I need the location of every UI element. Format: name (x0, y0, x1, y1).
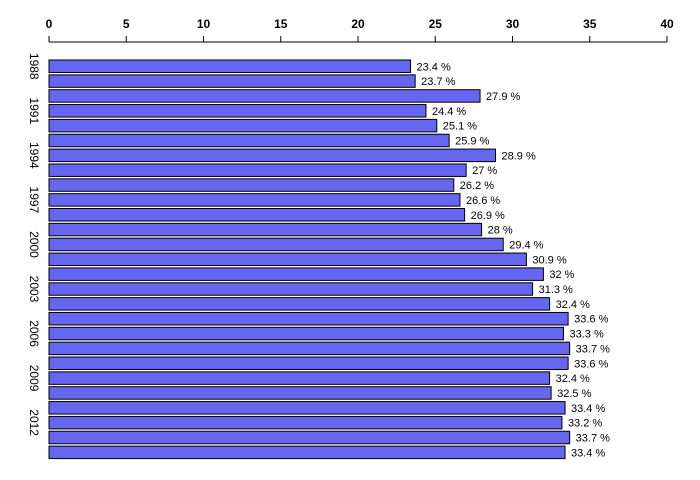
data-label-2002: 32 % (549, 269, 574, 281)
bar-2007 (48, 341, 571, 356)
bar-2010 (48, 386, 552, 400)
x-tick-label: 0 (46, 17, 53, 31)
data-label-2013: 33.7 % (576, 433, 610, 445)
bar-1989 (48, 74, 416, 88)
x-tick-label: 30 (506, 17, 520, 31)
bar-1998 (48, 208, 466, 222)
bar-2012 (48, 415, 563, 430)
bar-1994 (48, 148, 497, 163)
y-tick-label: 2009 (27, 365, 41, 392)
bar-2009 (48, 371, 551, 385)
data-label-2009: 32.4 % (556, 373, 590, 385)
y-tick-label: 1991 (27, 97, 41, 124)
bars-group (48, 59, 571, 460)
bar-1991 (48, 104, 427, 118)
data-label-2011: 33.4 % (571, 403, 605, 415)
y-tick-label: 2012 (27, 409, 41, 436)
data-label-2014: 33.4 % (571, 447, 605, 459)
data-label-1993: 25.9 % (455, 136, 489, 148)
data-label-1998: 26.9 % (471, 210, 505, 222)
y-tick-label: 1994 (27, 142, 41, 169)
data-label-1994: 28.9 % (502, 150, 536, 162)
data-label-2012: 33.2 % (568, 418, 602, 430)
data-label-2007: 33.7 % (576, 343, 610, 355)
y-tick-label: 1997 (27, 187, 41, 214)
x-tick-label: 5 (123, 17, 130, 31)
x-tick-label: 40 (660, 17, 674, 31)
x-tick-label: 25 (429, 17, 443, 31)
data-label-2008: 33.6 % (574, 358, 608, 370)
data-label-1990: 27.9 % (486, 91, 520, 103)
y-tick-label: 1988 (27, 53, 41, 80)
bar-2005 (48, 311, 569, 326)
data-labels-group: 23.4 % 23.7 % 27.9 % 24.4 % 25.1 % 25.9 % 28.9… (417, 61, 611, 459)
data-label-2000: 29.4 % (509, 239, 543, 251)
bar-1999 (48, 222, 483, 237)
data-label-2001: 30.9 % (532, 254, 566, 266)
data-label-2005: 33.6 % (574, 314, 608, 326)
x-tick-label: 20 (351, 17, 365, 31)
data-label-2004: 32.4 % (556, 299, 590, 311)
bar-2014 (48, 445, 566, 460)
y-axis: 1988 1991 1994 1997 2000 2003 2006 2009 2012 (27, 53, 41, 436)
data-label-1996: 26.2 % (460, 180, 494, 192)
bar-1988 (48, 59, 412, 73)
bar-2000 (48, 237, 504, 252)
y-tick-label: 2006 (27, 320, 41, 347)
y-tick-label: 2003 (27, 276, 41, 303)
bar-2001 (48, 252, 527, 267)
data-label-2003: 31.3 % (539, 284, 573, 296)
bar-2011 (48, 401, 566, 415)
bar-2006 (48, 326, 564, 341)
data-label-2010: 32.5 % (557, 388, 591, 400)
bar-2002 (48, 267, 544, 281)
x-tick-label: 35 (583, 17, 597, 31)
bar-2004 (48, 297, 551, 311)
y-tick-label: 2000 (27, 231, 41, 258)
bar-2003 (48, 282, 534, 296)
x-axis: 0 5 10 15 20 25 30 35 40 (46, 17, 674, 43)
data-label-1995: 27 % (472, 165, 497, 177)
bar-1996 (48, 178, 455, 192)
bar-1997 (48, 193, 461, 207)
x-tick-label: 15 (274, 17, 288, 31)
bar-1993 (48, 133, 450, 148)
bar-1995 (48, 163, 467, 177)
bar-2008 (48, 356, 569, 370)
data-label-1989: 23.7 % (421, 76, 455, 88)
data-label-1991: 24.4 % (432, 106, 466, 118)
x-tick-label: 10 (197, 17, 211, 31)
data-label-1997: 26.6 % (466, 195, 500, 207)
data-label-2006: 33.3 % (569, 329, 603, 341)
bar-1992 (48, 118, 438, 133)
data-label-1992: 25.1 % (443, 121, 477, 133)
data-label-1988: 23.4 % (417, 61, 451, 73)
bar-2013 (48, 430, 571, 445)
data-label-1999: 28 % (488, 225, 513, 237)
bar-1990 (48, 89, 481, 103)
